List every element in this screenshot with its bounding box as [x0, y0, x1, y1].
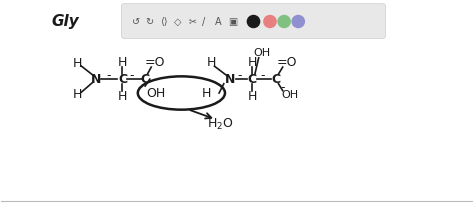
Text: =O: =O [144, 56, 165, 69]
Text: OH: OH [146, 87, 165, 100]
Text: H: H [247, 90, 257, 103]
Text: N: N [91, 73, 101, 86]
Circle shape [278, 15, 290, 27]
Text: H: H [73, 57, 82, 70]
Text: C: C [141, 73, 150, 86]
Text: -: - [281, 81, 285, 94]
Text: C: C [118, 73, 127, 86]
FancyBboxPatch shape [121, 4, 385, 38]
Text: -: - [237, 69, 242, 82]
Circle shape [292, 15, 304, 27]
Text: H: H [247, 56, 257, 69]
Text: H: H [73, 88, 82, 101]
Text: ↺: ↺ [132, 17, 140, 27]
Text: ◇: ◇ [174, 17, 182, 27]
Circle shape [264, 15, 276, 27]
Text: H: H [206, 56, 216, 69]
Text: ↻: ↻ [146, 17, 154, 27]
Text: H$_2$O: H$_2$O [207, 116, 234, 132]
Text: -: - [261, 69, 265, 82]
Text: C: C [247, 73, 256, 86]
Text: OH: OH [253, 48, 270, 58]
Text: OH: OH [281, 90, 298, 100]
Text: /: / [202, 17, 206, 27]
Text: ▣: ▣ [228, 17, 237, 27]
Circle shape [247, 15, 260, 27]
Text: N: N [225, 73, 235, 86]
Text: ⟨⟩: ⟨⟩ [160, 17, 168, 27]
Text: H: H [118, 90, 127, 103]
Text: -: - [130, 69, 134, 82]
Text: -: - [106, 69, 110, 82]
Text: H: H [118, 56, 127, 69]
Text: Gly: Gly [51, 14, 79, 29]
Text: H: H [201, 87, 211, 100]
Text: ✂: ✂ [188, 17, 196, 27]
Text: =O: =O [276, 56, 297, 69]
Text: C: C [271, 73, 280, 86]
Text: A: A [215, 17, 221, 27]
